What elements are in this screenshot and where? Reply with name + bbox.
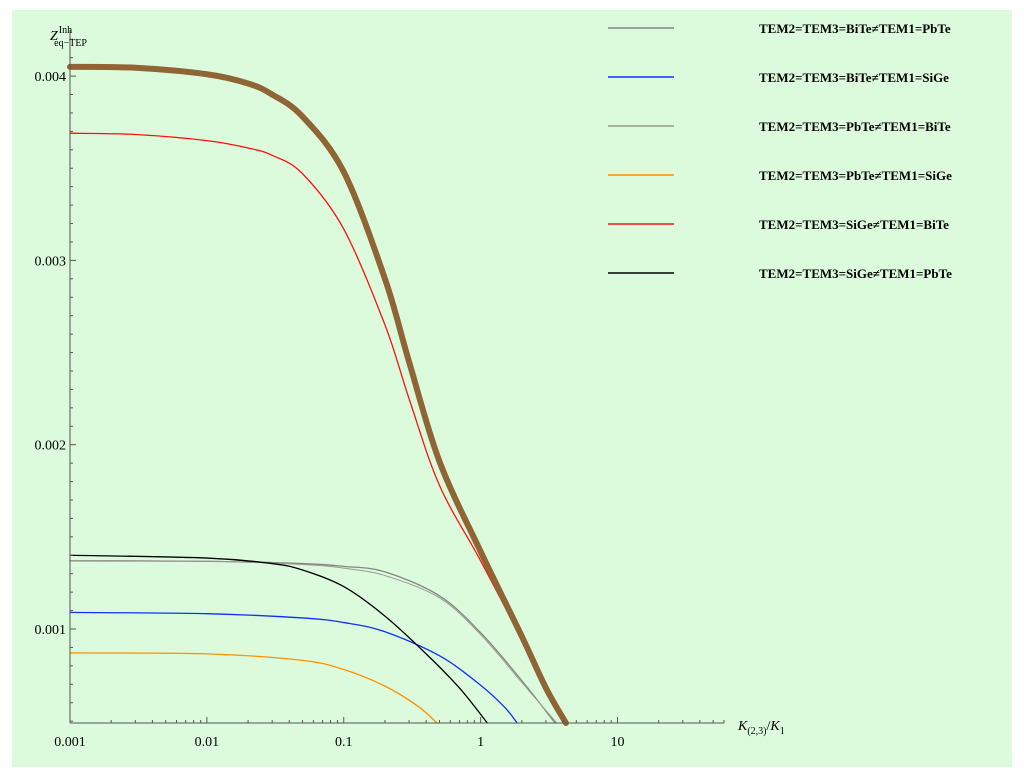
legend-label: TEM2=TEM3=SiGe≠TEM1=PbTe xyxy=(759,266,952,281)
series-line-7 xyxy=(67,63,569,726)
series-line-2 xyxy=(69,611,518,724)
x-tick-label: 1 xyxy=(477,735,484,750)
x-axis-label-sub2: 1 xyxy=(780,726,785,737)
y-axis-label-sub: eq−TEP xyxy=(54,38,87,49)
legend-label: TEM2=TEM3=PbTe≠TEM1=BiTe xyxy=(759,119,951,134)
x-tick-label: 0.1 xyxy=(335,735,353,750)
legend-label: TEM2=TEM3=BiTe≠TEM1=PbTe xyxy=(759,21,951,36)
series-line-5 xyxy=(69,132,566,724)
legend-label: TEM2=TEM3=BiTe≠TEM1=SiGe xyxy=(759,70,949,85)
plot-background xyxy=(12,10,1012,767)
axes-layer xyxy=(69,30,724,724)
x-tick-label: 0.001 xyxy=(54,735,86,750)
series-layer xyxy=(67,63,569,726)
series-line-4 xyxy=(69,652,438,724)
y-tick-label: 0.004 xyxy=(35,70,67,85)
y-tick-label: 0.002 xyxy=(35,439,67,454)
y-axis-label-main: Z xyxy=(50,29,58,44)
legend-label: TEM2=TEM3=SiGe≠TEM1=BiTe xyxy=(759,217,949,232)
x-tick-label: 0.01 xyxy=(195,735,220,750)
ticks-layer: 0.001 0.01 0.1 1 10 0.001 0.002 0.003 0.004 xyxy=(35,38,725,750)
y-tick-label: 0.001 xyxy=(35,623,67,638)
x-axis-label-main2: K xyxy=(769,719,780,734)
x-axis-label-sep: / xyxy=(767,719,771,734)
series-line-1 xyxy=(69,560,556,724)
x-axis-label-main: K xyxy=(737,719,748,734)
legend-label: TEM2=TEM3=PbTe≠TEM1=SiGe xyxy=(759,168,952,183)
x-tick-label: 10 xyxy=(610,735,624,750)
x-axis-label-sub: (2,3) xyxy=(747,726,766,737)
y-axis-label-sup: Inh xyxy=(59,25,72,36)
x-axis-label: K(2,3)/K1 xyxy=(737,719,785,737)
series-line-6 xyxy=(69,554,489,724)
series-line-3 xyxy=(69,559,558,724)
y-tick-label: 0.003 xyxy=(35,254,67,269)
y-axis-label: ZInh eq−TEP xyxy=(50,25,87,49)
legend: TEM2=TEM3=BiTe≠TEM1=PbTe TEM2=TEM3=BiTe≠T… xyxy=(608,21,952,281)
